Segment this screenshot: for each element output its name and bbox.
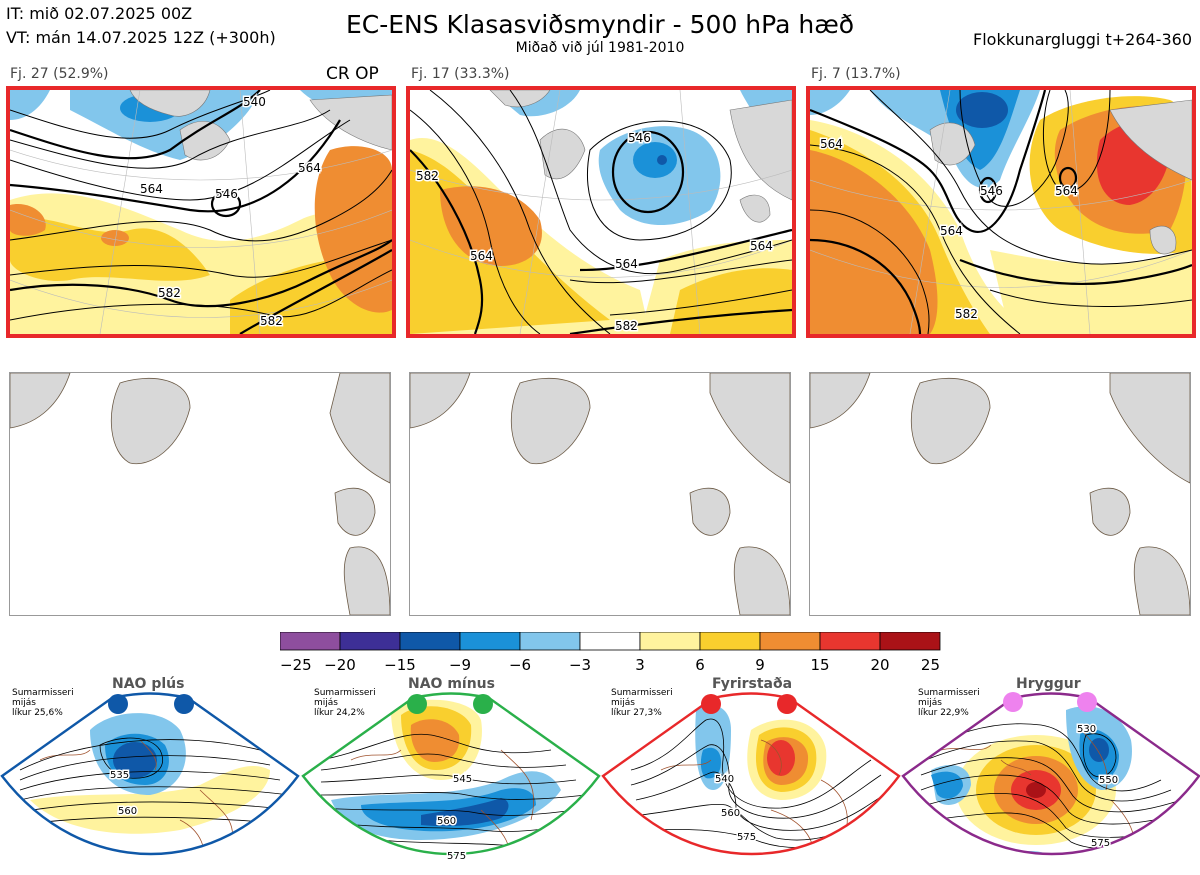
cluster-1-contour-label: 546 — [215, 187, 238, 201]
regime-contour-label: 560 — [437, 816, 456, 827]
placeholder-map-3 — [809, 372, 1191, 616]
colorbar-swatch — [819, 631, 881, 651]
regime-nao-minus-note: Sumarmisseri mijás líkur 24,2% — [314, 688, 376, 718]
colorbar-swatch — [699, 631, 761, 651]
regime-nao-plus-note: Sumarmisseri mijás líkur 25,6% — [12, 688, 74, 718]
cluster-1-label: Fj. 27 (52.9%) — [10, 66, 109, 82]
page-subtitle: Miðað við júl 1981-2010 — [515, 40, 685, 56]
colorbar-tick-label: 6 — [695, 656, 705, 674]
cluster-1-contour-label: 540 — [243, 95, 266, 109]
regime-nao-minus-map[interactable]: 545 560 575 — [301, 690, 603, 875]
cluster-2-contour-label: 582 — [615, 319, 638, 333]
colorbar-tick-label: −6 — [509, 656, 531, 674]
placeholder-map-1 — [9, 372, 391, 616]
regime-contour-label: 575 — [447, 851, 466, 862]
cluster-1-contour-label: 582 — [260, 314, 283, 328]
colorbar-tick-label: −25 — [280, 656, 312, 674]
cluster-2-contour-label: 582 — [416, 169, 439, 183]
regime-blocking-map[interactable]: 540 560 575 — [601, 690, 903, 875]
colorbar-tick-label: 25 — [921, 656, 940, 674]
cluster-3-map[interactable]: 546 564 582 564 564 — [806, 86, 1196, 338]
regime-contour-label: 575 — [1091, 838, 1110, 849]
colorbar-tick-label: 9 — [755, 656, 765, 674]
regime-ridge-note: Sumarmisseri mijás líkur 22,9% — [918, 688, 980, 718]
issue-time: IT: mið 02.07.2025 00Z — [6, 4, 193, 23]
cluster-3-label: Fj. 7 (13.7%) — [811, 66, 901, 82]
placeholder-map-2 — [409, 372, 791, 616]
regime-nao-plus-title: NAO plús — [112, 676, 185, 692]
classification-window: Flokkunargluggi t+264-360 — [973, 30, 1192, 49]
colorbar-swatch — [399, 631, 461, 651]
page-title: EC-ENS Klasasviðsmyndir - 500 hPa hæð — [345, 10, 855, 39]
cluster-1-contour-label: 582 — [158, 286, 181, 300]
cluster-1-map[interactable]: 564 546 540 564 582 582 — [6, 86, 396, 338]
regime-nao-plus-map[interactable]: 535 560 — [0, 690, 302, 875]
colorbar-tick-label: −20 — [324, 656, 356, 674]
regime-contour-label: 560 — [721, 808, 740, 819]
colorbar-tick-label: 3 — [635, 656, 645, 674]
colorbar: −25 −20 −15 −9 −6 −3 3 6 9 15 20 25 — [279, 631, 950, 678]
colorbar-swatch — [879, 631, 941, 651]
cluster-1-contour-label: 564 — [298, 161, 321, 175]
colorbar-tick-label: 20 — [870, 656, 889, 674]
regime-contour-label: 545 — [453, 774, 472, 785]
cluster-3-contour-label: 564 — [820, 137, 843, 151]
cluster-1-contour-label: 564 — [140, 182, 163, 196]
regime-contour-label: 560 — [118, 806, 137, 817]
cluster-3-contour-label: 546 — [980, 184, 1003, 198]
colorbar-swatch — [339, 631, 401, 651]
colorbar-swatch — [759, 631, 821, 651]
cluster-2-map[interactable]: 546 564 582 564 582 564 — [406, 86, 796, 338]
cluster-2-contour-label: 546 — [628, 131, 651, 145]
cluster-2-contour-label: 564 — [470, 249, 493, 263]
cluster-2-contour-label: 564 — [615, 257, 638, 271]
valid-time: VT: mán 14.07.2025 12Z (+300h) — [6, 28, 276, 47]
regime-contour-label: 540 — [715, 774, 734, 785]
cluster-3-contour-label: 564 — [940, 224, 963, 238]
colorbar-swatch — [279, 631, 341, 651]
colorbar-swatch — [459, 631, 521, 651]
regime-ridge-title: Hryggur — [1016, 676, 1081, 692]
regime-nao-minus-title: NAO mínus — [408, 676, 495, 692]
colorbar-swatch — [579, 631, 641, 651]
cluster-3-contour-label: 564 — [1055, 184, 1078, 198]
regime-blocking-title: Fyrirstaða — [712, 676, 793, 692]
colorbar-tick-label: −9 — [449, 656, 471, 674]
regime-ridge-map[interactable]: 530 550 575 — [901, 690, 1200, 875]
colorbar-tick-label: −3 — [569, 656, 591, 674]
regime-contour-label: 530 — [1077, 724, 1096, 735]
regime-contour-label: 550 — [1099, 775, 1118, 786]
regime-contour-label: 575 — [737, 832, 756, 843]
colorbar-swatch — [519, 631, 581, 651]
colorbar-swatch — [639, 631, 701, 651]
regime-blocking-note: Sumarmisseri mijás líkur 27,3% — [611, 688, 673, 718]
control-operational-tag: CR OP — [326, 64, 379, 84]
colorbar-tick-label: −15 — [384, 656, 416, 674]
cluster-3-contour-label: 582 — [955, 307, 978, 321]
cluster-2-label: Fj. 17 (33.3%) — [411, 66, 510, 82]
colorbar-tick-label: 15 — [810, 656, 829, 674]
cluster-2-contour-label: 564 — [750, 239, 773, 253]
regime-contour-label: 535 — [110, 770, 129, 781]
